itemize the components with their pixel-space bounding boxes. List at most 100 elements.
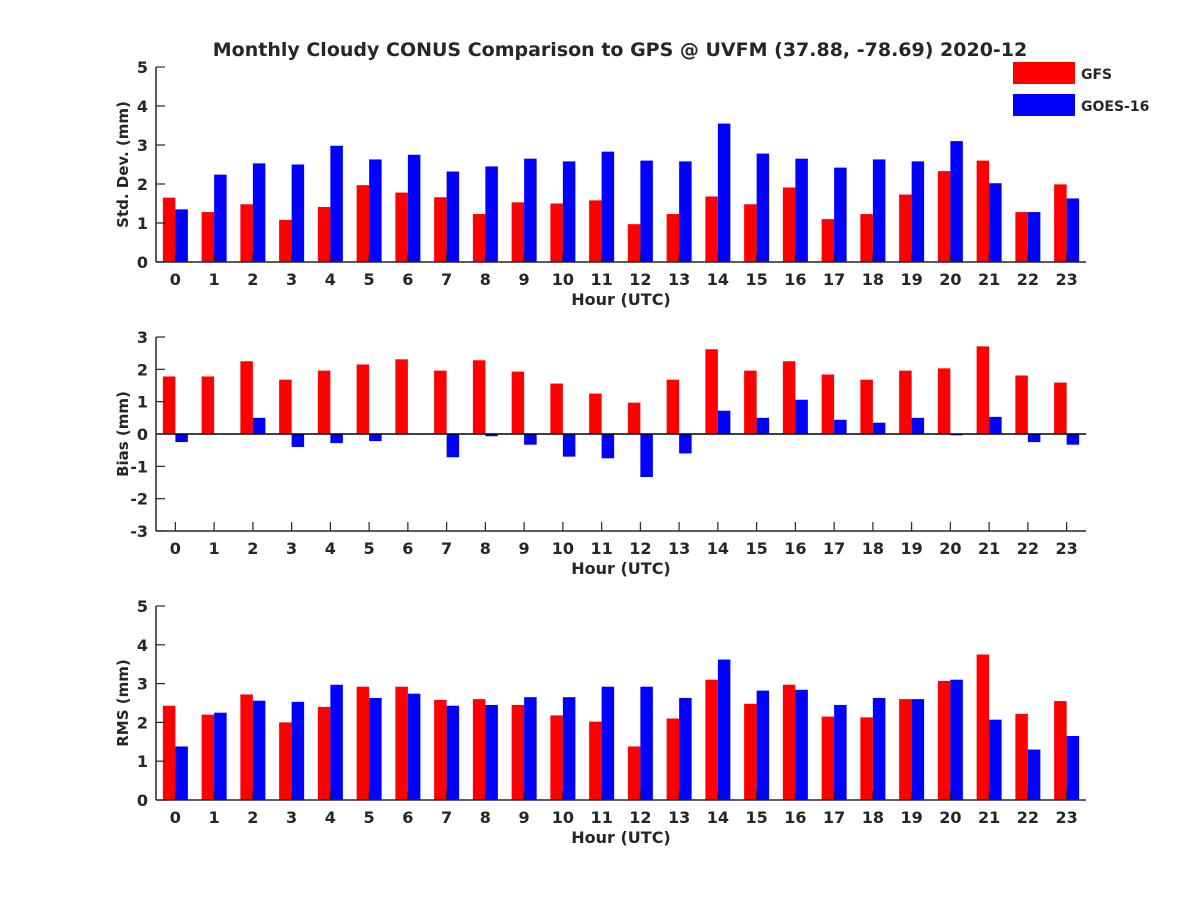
y-tick-label: 0: [137, 791, 148, 810]
bar-gfs-hour-21: [976, 160, 990, 262]
bar-gfs-hour-6: [395, 192, 408, 262]
x-tick-label: 21: [978, 270, 1000, 289]
bar-goes-16-hour-3: [291, 434, 305, 447]
x-tick-label: 6: [402, 808, 413, 827]
bar-gfs-hour-4: [317, 370, 331, 434]
bar-goes-16-hour-21: [989, 183, 1002, 262]
bar-goes-16-hour-21: [989, 416, 1002, 434]
x-tick-label: 0: [170, 539, 181, 558]
bar-gfs-hour-8: [472, 699, 486, 800]
x-tick-label: 23: [1055, 539, 1077, 558]
bar-gfs-hour-14: [705, 349, 718, 434]
x-tick-label: 20: [939, 539, 961, 558]
bar-goes-16-hour-14: [717, 410, 731, 434]
x-tick-label: 20: [939, 808, 961, 827]
x-tick-label: 13: [668, 539, 690, 558]
bar-goes-16-hour-12: [640, 434, 653, 477]
bar-gfs-hour-0: [162, 705, 176, 800]
x-tick-label: 7: [441, 270, 452, 289]
x-tick-label: 0: [170, 808, 181, 827]
y-axis-label: RMS (mm): [114, 659, 132, 746]
x-tick-label: 6: [402, 539, 413, 558]
x-tick-label: 9: [519, 539, 530, 558]
bar-gfs-hour-5: [356, 686, 370, 800]
bar-goes-16-hour-0: [175, 434, 188, 443]
bar-goes-16-hour-12: [640, 160, 653, 262]
bar-goes-16-hour-6: [407, 154, 421, 262]
bar-gfs-hour-22: [1015, 375, 1028, 434]
bar-goes-16-hour-8: [485, 434, 498, 437]
bar-goes-16-hour-20: [950, 141, 963, 262]
bar-goes-16-hour-5: [369, 434, 382, 442]
bar-gfs-hour-3: [279, 379, 292, 434]
x-tick-label: 4: [325, 539, 336, 558]
bar-goes-16-hour-3: [291, 164, 305, 262]
bar-goes-16-hour-2: [252, 417, 266, 434]
x-tick-label: 10: [552, 539, 574, 558]
bar-goes-16-hour-15: [756, 690, 770, 800]
bar-goes-16-hour-15: [756, 417, 770, 434]
x-tick-label: 12: [629, 808, 651, 827]
bar-goes-16-hour-18: [872, 422, 886, 434]
legend-label-gfs: GFS: [1081, 67, 1112, 83]
x-tick-label: 15: [745, 808, 767, 827]
bar-gfs-hour-6: [395, 686, 408, 800]
x-tick-label: 19: [900, 270, 922, 289]
bar-goes-16-hour-8: [485, 704, 498, 800]
x-tick-label: 17: [823, 808, 845, 827]
bar-gfs-hour-19: [899, 194, 912, 262]
bar-goes-16-hour-8: [485, 166, 498, 262]
bar-gfs-hour-15: [744, 204, 757, 262]
bar-goes-16-hour-16: [795, 158, 808, 262]
bar-goes-16-hour-4: [330, 684, 343, 800]
bar-gfs-hour-3: [279, 722, 292, 800]
bar-goes-16-hour-18: [872, 697, 886, 800]
x-tick-label: 8: [480, 539, 491, 558]
bar-gfs-hour-9: [511, 202, 525, 262]
x-tick-label: 5: [364, 539, 375, 558]
bar-goes-16-hour-17: [834, 704, 847, 800]
y-tick-label: 5: [137, 597, 148, 616]
x-tick-label: 23: [1055, 808, 1077, 827]
x-tick-label: 10: [552, 808, 574, 827]
bar-gfs-hour-7: [434, 370, 447, 434]
bar-gfs-hour-17: [821, 716, 835, 800]
bar-goes-16-hour-18: [872, 159, 886, 262]
x-tick-label: 13: [668, 808, 690, 827]
bar-gfs-hour-9: [511, 704, 525, 800]
bar-goes-16-hour-22: [1027, 749, 1041, 800]
x-tick-label: 6: [402, 270, 413, 289]
bar-goes-16-hour-19: [911, 699, 925, 800]
x-tick-label: 22: [1017, 270, 1039, 289]
x-tick-label: 2: [247, 539, 258, 558]
bar-gfs-hour-13: [666, 379, 680, 434]
y-tick-label: 2: [137, 360, 148, 379]
bar-goes-16-hour-19: [911, 161, 925, 262]
bar-goes-16-hour-23: [1066, 434, 1080, 445]
bar-gfs-hour-21: [976, 654, 990, 800]
bar-gfs-hour-5: [356, 364, 370, 434]
x-tick-label: 11: [590, 808, 612, 827]
bar-gfs-hour-15: [744, 703, 757, 800]
x-tick-label: 7: [441, 539, 452, 558]
x-tick-label: 5: [364, 270, 375, 289]
bar-goes-16-hour-23: [1066, 198, 1080, 262]
legend-swatch-goes-16: [1013, 94, 1075, 116]
bar-goes-16-hour-15: [756, 153, 770, 262]
bar-goes-16-hour-9: [524, 697, 537, 800]
bar-goes-16-hour-0: [175, 746, 188, 800]
bar-goes-16-hour-23: [1066, 735, 1080, 800]
bar-gfs-hour-10: [550, 715, 563, 800]
y-tick-label: 2: [137, 175, 148, 194]
bar-gfs-hour-0: [162, 376, 176, 434]
x-tick-label: 4: [325, 270, 336, 289]
x-tick-label: 14: [707, 539, 729, 558]
bar-goes-16-hour-0: [175, 209, 188, 262]
y-tick-label: 3: [137, 328, 148, 347]
bar-gfs-hour-11: [589, 200, 602, 262]
x-tick-label: 16: [784, 539, 806, 558]
x-tick-label: 1: [209, 808, 220, 827]
